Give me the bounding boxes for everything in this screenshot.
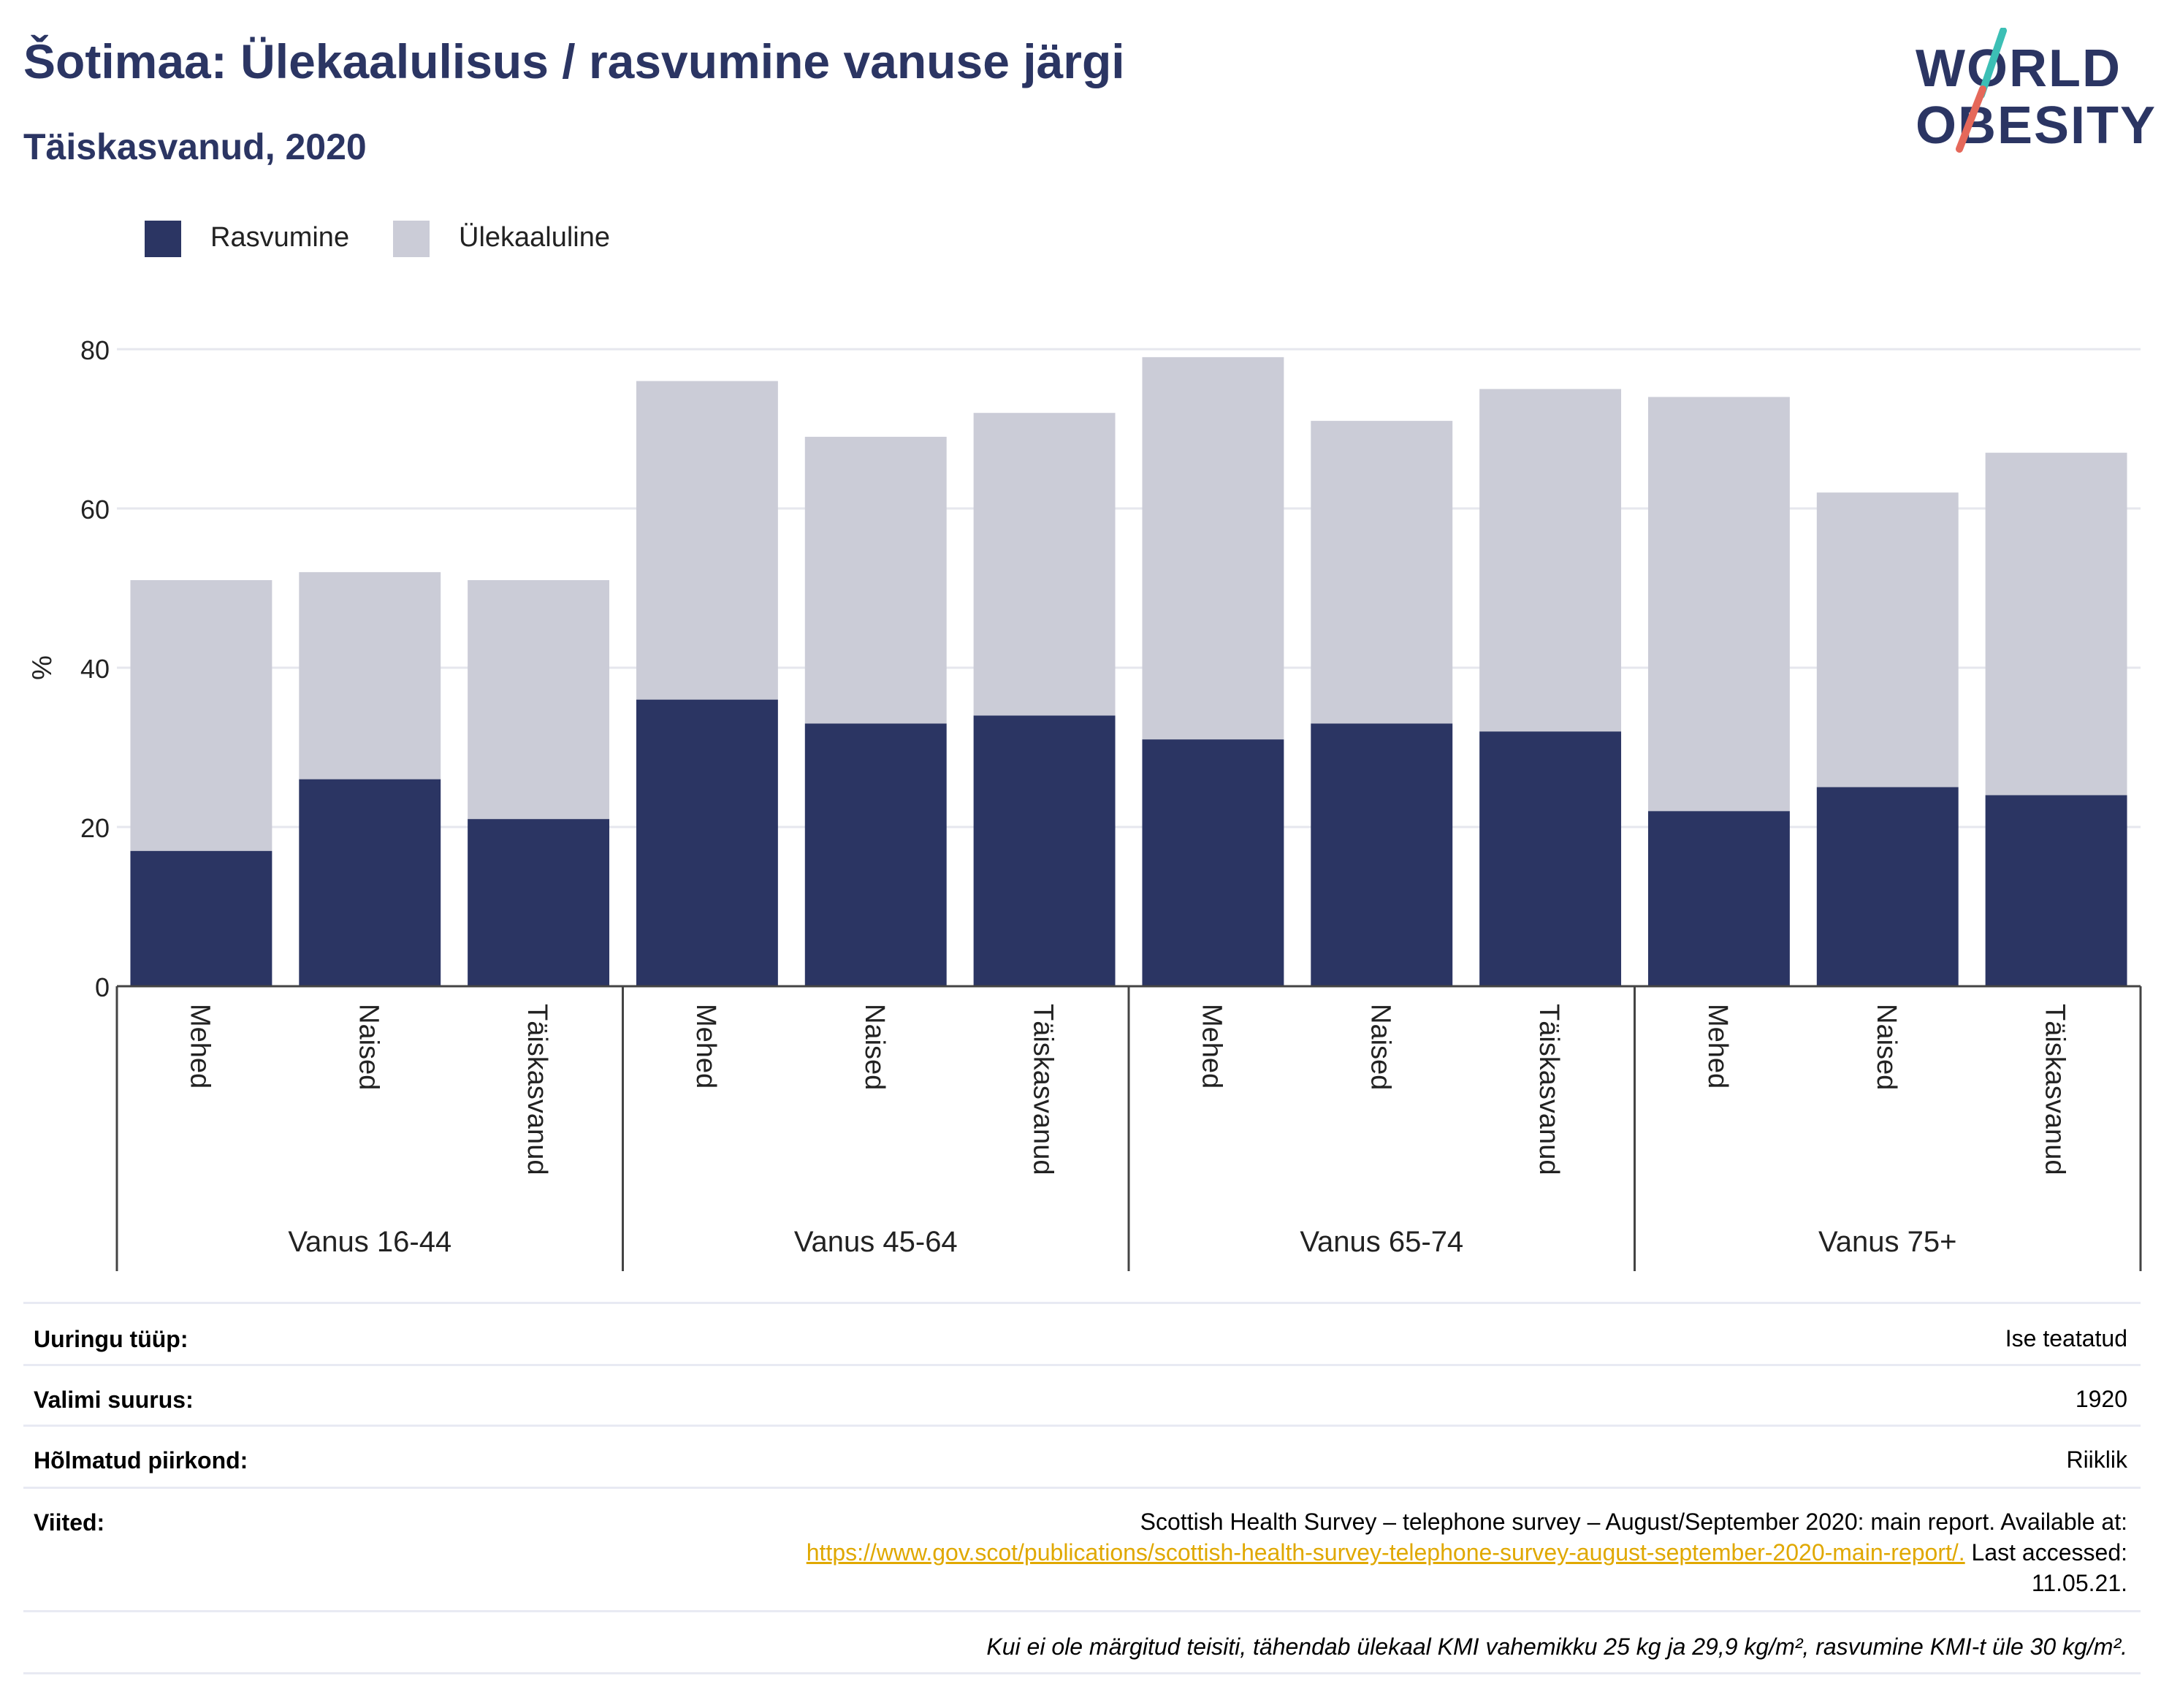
x-group-label: Vanus 65-74 [1300,1226,1463,1258]
info-row-region: Hõlmatud piirkond: Riiklik [23,1425,2141,1487]
info-value-region: Riiklik [2066,1446,2127,1473]
y-tick-label: 0 [95,972,110,1002]
bar-overweight [1816,492,1959,788]
bar-overweight [1479,389,1622,732]
y-tick-label: 60 [80,495,110,525]
x-group-label: Vanus 45-64 [794,1226,958,1258]
x-tick-label: Täiskasvanud [2040,1004,2070,1175]
x-tick-label: Mehed [1702,1004,1733,1089]
info-row-note: Kui ei ole märgitud teisiti, tähendab ül… [23,1610,2141,1674]
info-value-references: Scottish Health Survey – telephone surve… [807,1506,2127,1598]
info-label-sample-size: Valimi suurus: [34,1387,194,1413]
logo-text-obesity: OBESITY [1916,96,2157,155]
bar-obesity [299,779,441,986]
y-tick-label: 80 [80,335,110,365]
x-tick-label: Täiskasvanud [1028,1004,1059,1175]
x-tick-label: Täiskasvanud [522,1004,552,1175]
bar-obesity [468,819,610,986]
bar-overweight [1142,357,1284,740]
bar-obesity [1479,731,1622,986]
bar-obesity [1647,811,1790,986]
reference-text: Scottish Health Survey – telephone surve… [1140,1509,2127,1535]
bar-overweight [804,436,947,724]
reference-accessed-label: Last accessed: [1964,1539,2127,1566]
info-row-sample-size: Valimi suurus: 1920 [23,1364,2141,1425]
info-label-references: Viited: [34,1509,105,1536]
bar-obesity [636,699,778,986]
bar-overweight [1647,397,1790,812]
bar-obesity [973,715,1116,986]
x-tick-label: Mehed [1196,1004,1227,1089]
chart-subtitle: Täiskasvanud, 2020 [23,126,367,167]
info-note: Kui ei ole märgitud teisiti, tähendab ül… [986,1633,2127,1660]
reference-link[interactable]: https://www.gov.scot/publications/scotti… [806,1539,1965,1566]
bar-obesity [1311,723,1453,986]
info-row-survey-type: Uuringu tüüp: Ise teatatud [23,1302,2141,1364]
legend-label-overweight: Ülekaaluline [459,222,611,253]
x-group-label: Vanus 75+ [1818,1226,1956,1258]
x-tick-label: Naised [859,1004,890,1090]
info-row-references: Viited: Scottish Health Survey – telepho… [23,1487,2141,1610]
bar-overweight [636,381,778,700]
chart-title: Šotimaa: Ülekaalulisus / rasvumine vanus… [23,34,1125,88]
x-tick-label: Naised [1871,1004,1902,1090]
x-tick-label: Mehed [184,1004,215,1089]
bar-obesity [804,723,947,986]
x-tick-label: Naised [353,1004,384,1090]
bar-obesity [1985,795,2127,986]
bar-obesity [1142,739,1284,986]
bar-overweight [468,580,610,820]
y-tick-label: 40 [80,654,110,684]
y-axis-label: % [27,655,58,680]
world-obesity-logo: WORLD OBESITY [1892,28,2155,167]
x-group-label: Vanus 16-44 [288,1226,451,1258]
reference-accessed-date: 11.05.21. [2031,1570,2127,1596]
info-label-survey-type: Uuringu tüüp: [34,1326,188,1352]
logo-slash-icon [1956,28,2007,153]
x-tick-label: Mehed [690,1004,721,1089]
bar-overweight [299,572,441,779]
info-label-region: Hõlmatud piirkond: [34,1447,248,1473]
bar-overweight [1311,421,1453,724]
info-table: Uuringu tüüp: Ise teatatud Valimi suurus… [23,1302,2141,1674]
bar-obesity [1816,787,1959,986]
stacked-bar-chart: 0 20 40 60 80% Mehed Naised Täiskasvanud Mehed Na… [27,335,2142,1271]
info-value-survey-type: Ise teatatud [2005,1325,2127,1351]
legend-swatch-obesity [145,221,181,257]
y-tick-label: 20 [80,813,110,843]
x-tick-label: Täiskasvanud [1533,1004,1564,1175]
bar-obesity [130,850,272,986]
info-value-sample-size: 1920 [2075,1386,2127,1412]
x-tick-label: Naised [1365,1004,1395,1090]
legend-label-obesity: Rasvumine [210,222,350,253]
bar-overweight [973,413,1116,716]
logo-text-world: WORLD [1916,39,2122,98]
bar-overweight [130,580,272,851]
bar-overweight [1985,452,2127,796]
legend-swatch-overweight [393,221,430,257]
